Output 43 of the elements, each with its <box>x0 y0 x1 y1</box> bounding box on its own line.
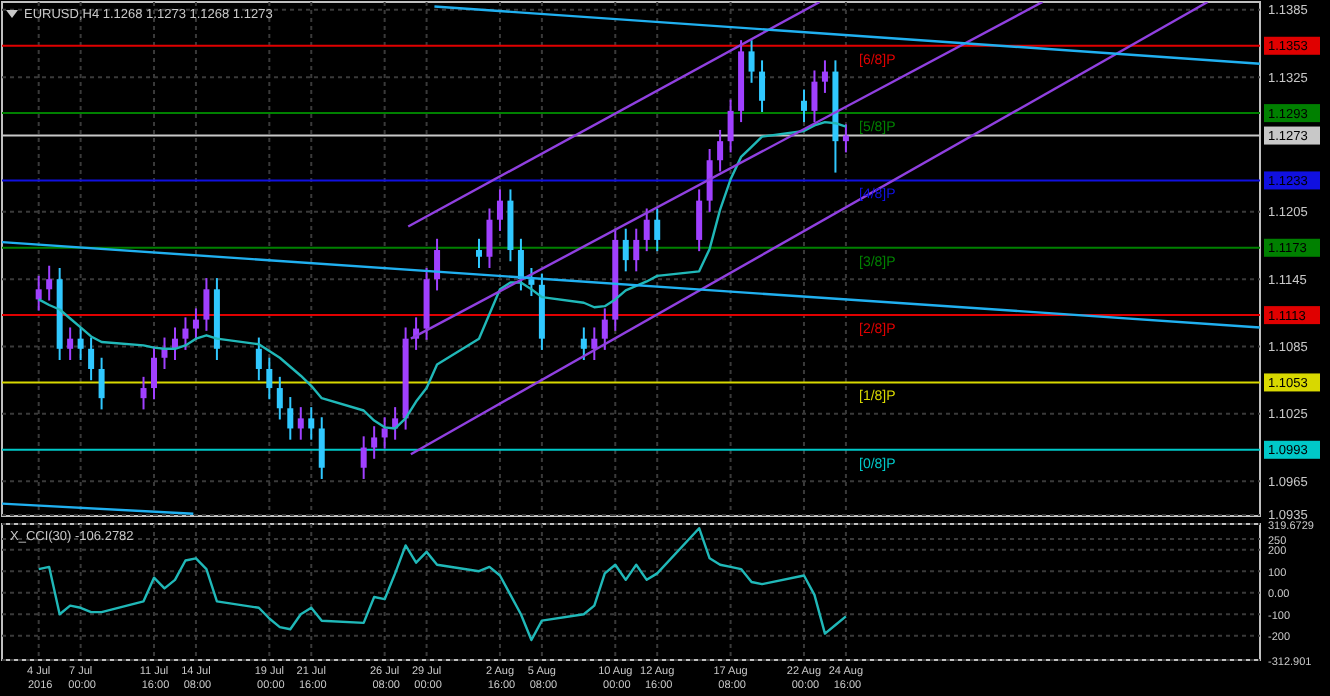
candlestick <box>528 266 535 298</box>
candlestick <box>811 69 818 124</box>
candlestick <box>182 316 189 351</box>
candlestick <box>706 148 713 213</box>
candlestick <box>821 59 828 94</box>
candlestick <box>654 207 661 253</box>
candlestick <box>717 128 724 173</box>
candlestick <box>98 356 105 411</box>
candlestick <box>35 274 42 312</box>
candlestick <box>318 416 325 480</box>
candlestick <box>748 39 755 84</box>
candlestick <box>434 237 441 292</box>
candlestick <box>643 207 650 253</box>
candlestick <box>77 326 84 361</box>
candlestick <box>297 406 304 441</box>
candlestick <box>88 336 95 382</box>
candlestick <box>800 88 807 124</box>
candlestick <box>475 237 482 269</box>
candlestick <box>140 375 147 411</box>
candlestick <box>633 227 640 273</box>
candlestick <box>517 237 524 292</box>
candlestick <box>192 307 199 341</box>
candlestick <box>255 336 262 382</box>
candlestick <box>203 277 210 332</box>
candlestick <box>308 406 315 441</box>
candlestick <box>287 396 294 441</box>
candlestick <box>67 326 74 361</box>
candlestick <box>266 356 273 401</box>
candlestick <box>759 59 766 113</box>
candlestick <box>486 207 493 269</box>
candlestick <box>696 188 703 253</box>
candlestick <box>580 326 587 361</box>
candlestick <box>371 425 378 460</box>
candlestick <box>601 307 608 351</box>
candlestick <box>151 345 158 401</box>
candlestick <box>46 264 53 302</box>
candlestick <box>591 326 598 361</box>
candlestick <box>276 375 283 421</box>
candlestick <box>622 227 629 273</box>
candlestick <box>727 98 734 154</box>
candlestick <box>381 416 388 450</box>
candlestick <box>360 435 367 480</box>
candlestick <box>496 188 503 232</box>
